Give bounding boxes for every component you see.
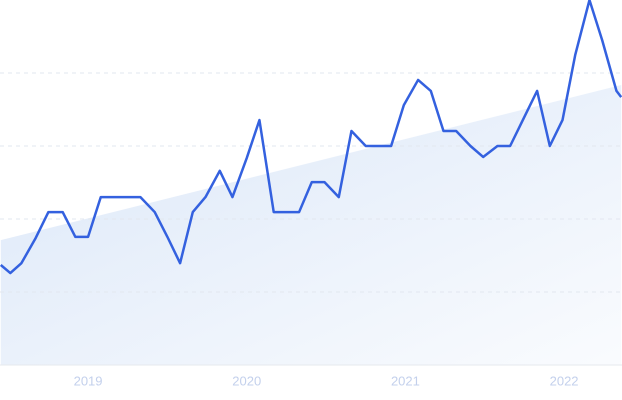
x-tick-label: 2022	[550, 373, 579, 388]
x-tick-label: 2019	[74, 373, 103, 388]
x-tick-label: 2020	[232, 373, 261, 388]
x-tick-label: 2021	[391, 373, 420, 388]
line	[0, 0, 622, 275]
trend-area	[0, 85, 622, 366]
